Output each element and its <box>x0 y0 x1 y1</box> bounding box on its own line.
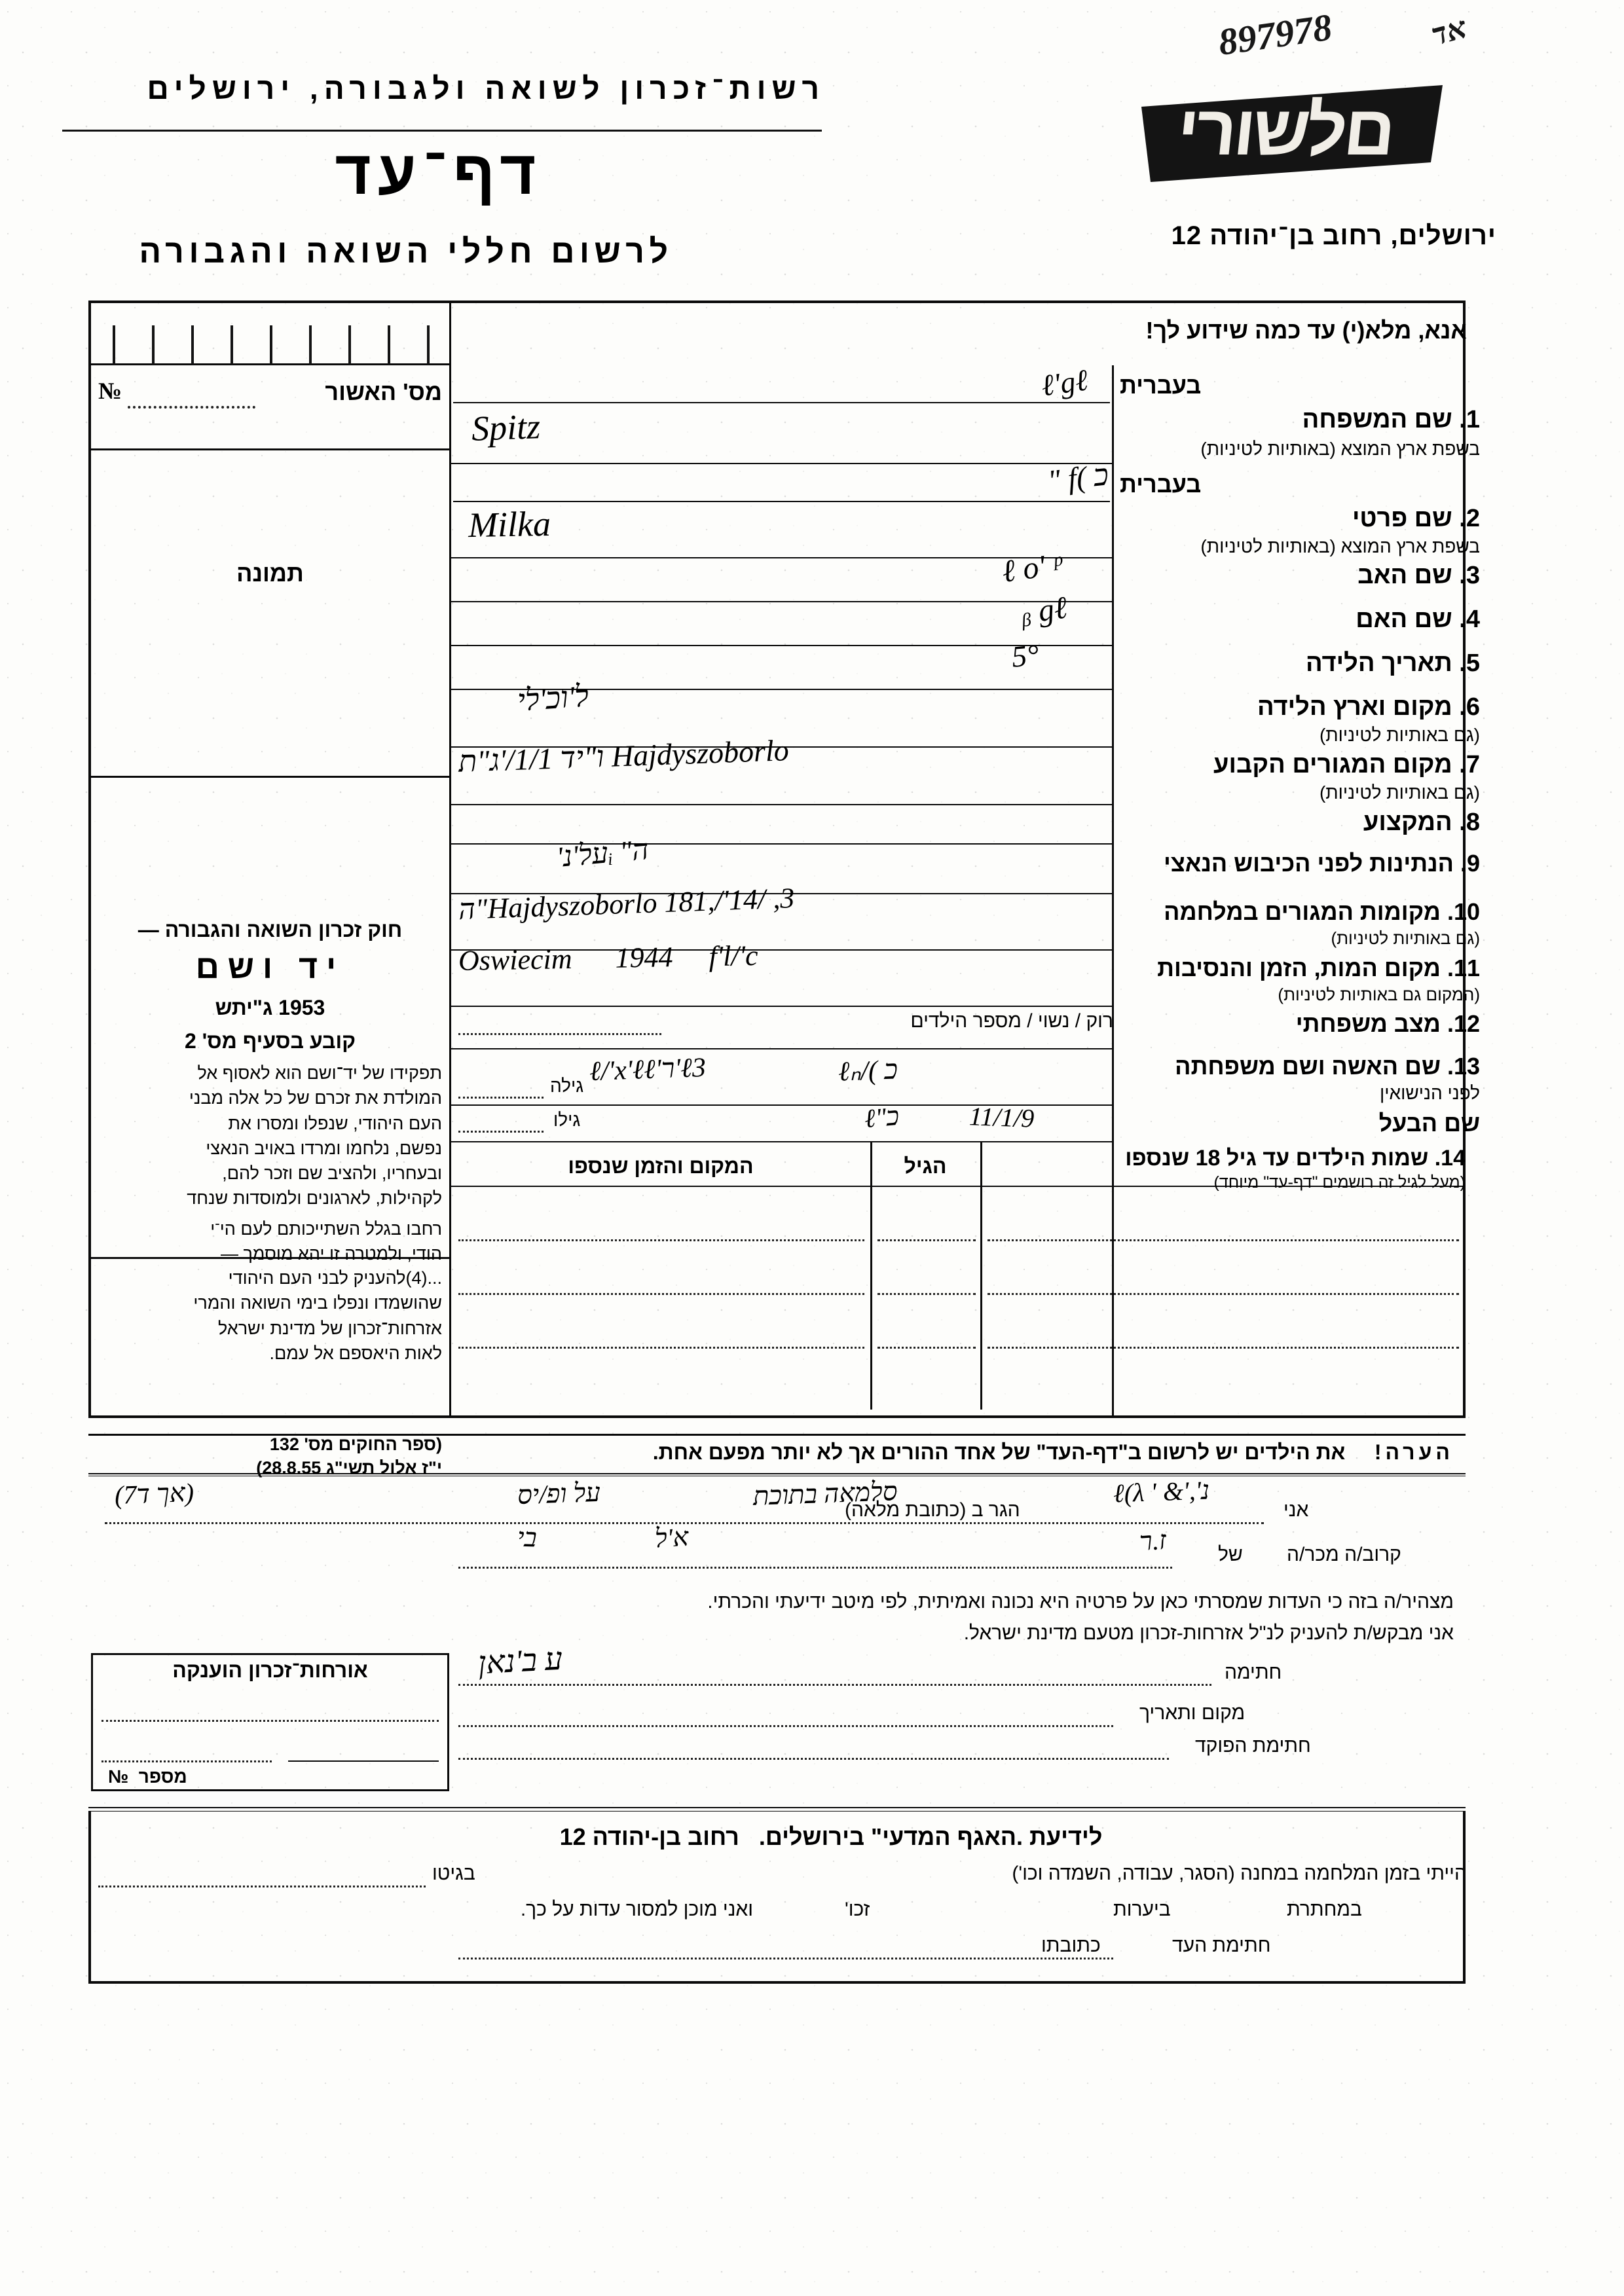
svg-text:םלשורי: םלשורי <box>1173 90 1397 170</box>
